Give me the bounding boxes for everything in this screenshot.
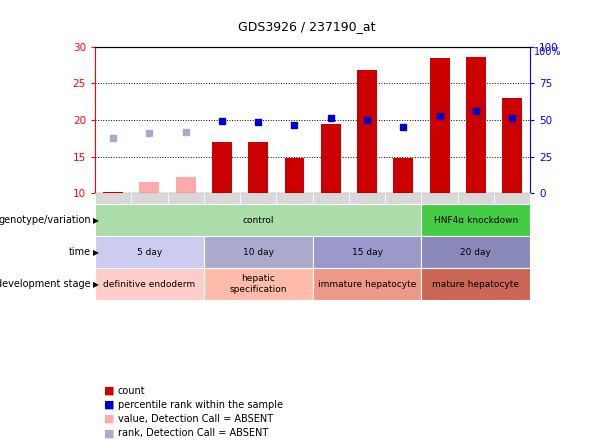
Text: mature hepatocyte: mature hepatocyte [432, 280, 519, 289]
Text: ▶: ▶ [93, 216, 99, 225]
Text: control: control [243, 216, 274, 225]
Bar [139, 182, 159, 193]
Bar [357, 70, 377, 193]
Text: development stage: development stage [0, 279, 91, 289]
Text: HNF4α knockdown: HNF4α knockdown [434, 216, 518, 225]
Text: ▶: ▶ [93, 280, 99, 289]
Text: value, Detection Call = ABSENT: value, Detection Call = ABSENT [118, 414, 273, 424]
Text: 20 day: 20 day [460, 248, 491, 257]
Text: genotype/variation: genotype/variation [0, 215, 91, 225]
Bar [103, 192, 123, 193]
Text: ■: ■ [104, 414, 115, 424]
Text: ▶: ▶ [93, 248, 99, 257]
Bar [212, 142, 232, 193]
Text: 10 day: 10 day [243, 248, 274, 257]
Text: 100%: 100% [535, 47, 562, 57]
Text: ■: ■ [104, 386, 115, 396]
Text: time: time [69, 247, 91, 257]
Text: percentile rank within the sample: percentile rank within the sample [118, 400, 283, 410]
Text: 15 day: 15 day [351, 248, 383, 257]
Text: ■: ■ [104, 400, 115, 410]
Bar [466, 57, 486, 193]
Bar [394, 158, 413, 193]
Text: definitive endoderm: definitive endoderm [104, 280, 196, 289]
Text: GDS3926 / 237190_at: GDS3926 / 237190_at [238, 20, 375, 33]
Text: hepatic
specification: hepatic specification [229, 274, 287, 294]
Bar [284, 158, 305, 193]
Bar [248, 142, 268, 193]
Text: ■: ■ [104, 428, 115, 438]
Text: 5 day: 5 day [137, 248, 162, 257]
Bar [430, 58, 449, 193]
Bar [502, 98, 522, 193]
Text: rank, Detection Call = ABSENT: rank, Detection Call = ABSENT [118, 428, 268, 438]
Text: count: count [118, 386, 145, 396]
Bar [321, 123, 341, 193]
Text: immature hepatocyte: immature hepatocyte [318, 280, 416, 289]
Bar [176, 177, 196, 193]
